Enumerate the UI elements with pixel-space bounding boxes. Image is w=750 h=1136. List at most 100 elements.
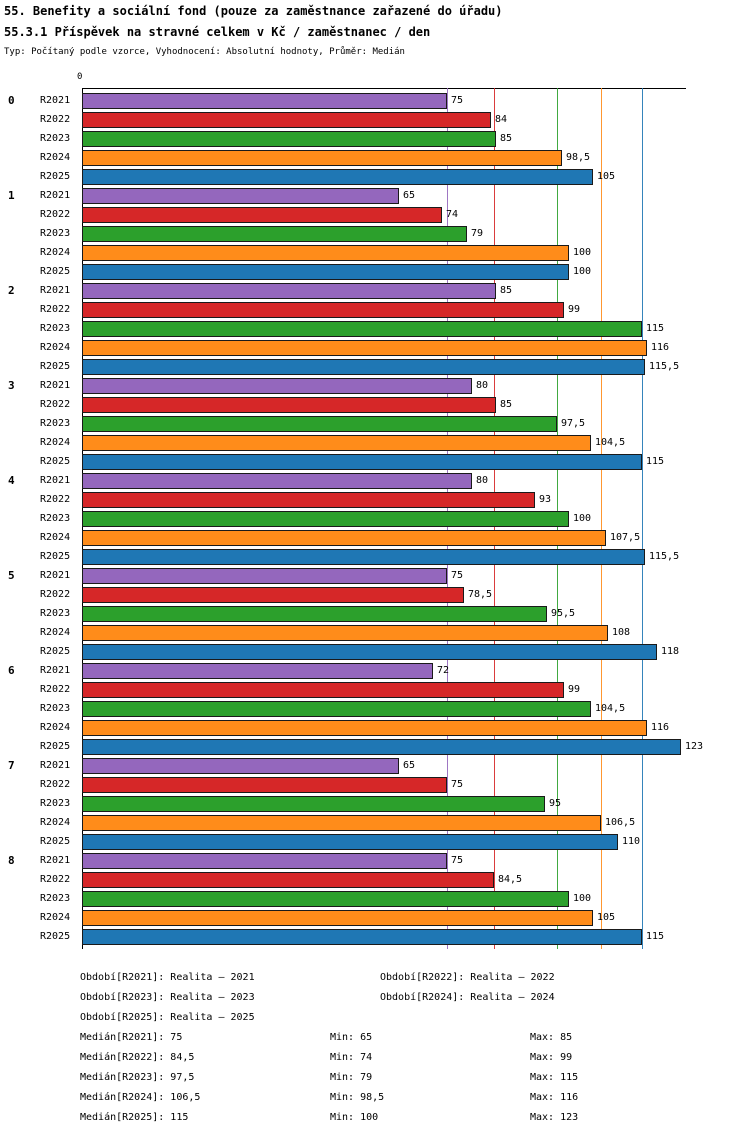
bar-r2023-group-7: [82, 796, 545, 812]
bar-r2023-group-1: [82, 226, 467, 242]
chart-title-line1: 55. Benefity a sociální fond (pouze za z…: [4, 4, 503, 18]
series-label: R2022: [40, 589, 71, 600]
bar-r2023-group-5: [82, 606, 547, 622]
series-label: R2025: [40, 836, 71, 847]
series-label: R2022: [40, 304, 71, 315]
series-label: R2023: [40, 798, 71, 809]
bar-r2022-group-0: [82, 112, 491, 128]
bar-value-label: 115: [646, 323, 665, 334]
bar-value-label: 104,5: [595, 437, 626, 448]
bar-value-label: 116: [651, 342, 670, 353]
group-label: 6: [8, 664, 15, 677]
bar-value-label: 116: [651, 722, 670, 733]
bar-value-label: 84: [495, 114, 508, 125]
legend-min-label: Min: 65: [330, 1032, 373, 1043]
series-label: R2023: [40, 703, 71, 714]
series-label: R2025: [40, 931, 71, 942]
legend-median-label: Medián[R2022]: 84,5: [80, 1052, 195, 1063]
group-label: 4: [8, 474, 15, 487]
bar-value-label: 100: [573, 893, 592, 904]
bar-value-label: 95: [549, 798, 562, 809]
legend-max-label: Max: 99: [530, 1052, 573, 1063]
bar-value-label: 95,5: [551, 608, 576, 619]
legend-median-label: Medián[R2021]: 75: [80, 1032, 183, 1043]
legend-period-label: Období[R2023]: Realita – 2023: [80, 992, 255, 1003]
group-label: 2: [8, 284, 15, 297]
bar-value-label: 110: [622, 836, 641, 847]
legend-period-label: Období[R2025]: Realita – 2025: [80, 1012, 255, 1023]
series-label: R2024: [40, 342, 71, 353]
bar-value-label: 100: [573, 513, 592, 524]
bar-value-label: 98,5: [566, 152, 591, 163]
bar-r2025-group-1: [82, 264, 569, 280]
series-label: R2025: [40, 646, 71, 657]
bar-value-label: 100: [573, 266, 592, 277]
series-label: R2024: [40, 722, 71, 733]
bar-value-label: 108: [612, 627, 631, 638]
series-label: R2023: [40, 513, 71, 524]
series-label: R2025: [40, 171, 71, 182]
median-line-r2024: [601, 88, 602, 949]
series-label: R2022: [40, 399, 71, 410]
series-label: R2021: [40, 475, 71, 486]
bar-r2025-group-2: [82, 359, 645, 375]
bar-r2024-group-3: [82, 435, 591, 451]
bar-r2025-group-5: [82, 644, 657, 660]
legend-max-label: Max: 85: [530, 1032, 573, 1043]
bar-r2023-group-0: [82, 131, 496, 147]
bar-value-label: 65: [403, 190, 416, 201]
series-label: R2022: [40, 779, 71, 790]
bar-value-label: 65: [403, 760, 416, 771]
bar-value-label: 84,5: [498, 874, 523, 885]
bar-r2025-group-4: [82, 549, 645, 565]
series-label: R2021: [40, 570, 71, 581]
bar-r2023-group-6: [82, 701, 591, 717]
bar-r2024-group-8: [82, 910, 593, 926]
bar-value-label: 107,5: [610, 532, 641, 543]
group-label: 7: [8, 759, 15, 772]
series-label: R2025: [40, 456, 71, 467]
bar-r2023-group-3: [82, 416, 557, 432]
series-label: R2023: [40, 323, 71, 334]
x-axis-zero-label: 0: [77, 72, 83, 82]
bar-value-label: 79: [471, 228, 484, 239]
bar-value-label: 106,5: [605, 817, 636, 828]
bar-r2021-group-8: [82, 853, 447, 869]
legend-period-label: Období[R2022]: Realita – 2022: [380, 972, 555, 983]
bar-value-label: 115: [646, 931, 665, 942]
bar-value-label: 104,5: [595, 703, 626, 714]
bar-value-label: 93: [539, 494, 552, 505]
bar-r2024-group-6: [82, 720, 647, 736]
bar-r2025-group-7: [82, 834, 618, 850]
bar-value-label: 115,5: [649, 361, 680, 372]
group-label: 8: [8, 854, 15, 867]
bar-value-label: 74: [446, 209, 459, 220]
series-label: R2023: [40, 418, 71, 429]
series-label: R2024: [40, 152, 71, 163]
bar-r2021-group-4: [82, 473, 472, 489]
series-label: R2021: [40, 855, 71, 866]
series-label: R2023: [40, 893, 71, 904]
series-label: R2025: [40, 551, 71, 562]
legend-median-label: Medián[R2024]: 106,5: [80, 1092, 201, 1103]
bar-value-label: 100: [573, 247, 592, 258]
bar-value-label: 118: [661, 646, 680, 657]
bar-r2022-group-3: [82, 397, 496, 413]
group-label: 0: [8, 94, 15, 107]
bar-value-label: 115: [646, 456, 665, 467]
series-label: R2022: [40, 874, 71, 885]
bar-r2023-group-4: [82, 511, 569, 527]
series-label: R2024: [40, 627, 71, 638]
bar-r2022-group-7: [82, 777, 447, 793]
series-label: R2022: [40, 684, 71, 695]
legend-max-label: Max: 123: [530, 1112, 579, 1123]
bar-r2025-group-8: [82, 929, 642, 945]
legend-median-label: Medián[R2025]: 115: [80, 1112, 189, 1123]
bar-value-label: 99: [568, 684, 581, 695]
series-label: R2021: [40, 665, 71, 676]
bar-r2022-group-5: [82, 587, 464, 603]
chart-title-line2: 55.3.1 Příspěvek na stravné celkem v Kč …: [4, 25, 431, 39]
bar-r2024-group-4: [82, 530, 606, 546]
bar-value-label: 99: [568, 304, 581, 315]
